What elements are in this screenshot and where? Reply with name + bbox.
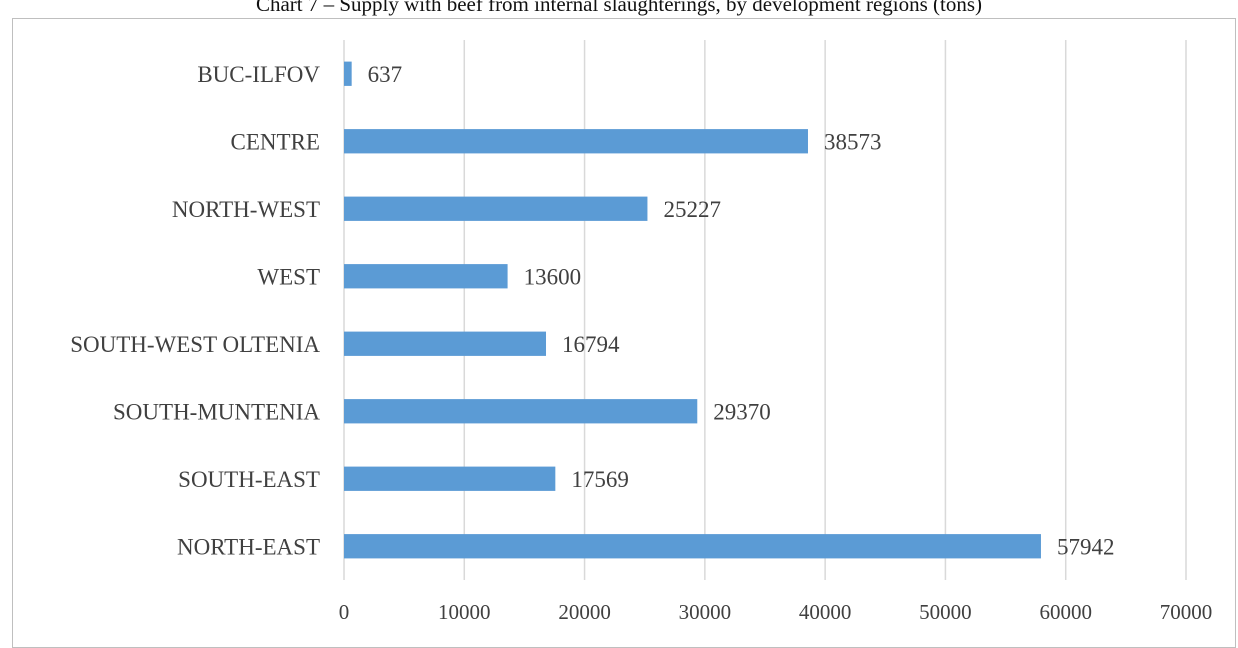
bar bbox=[344, 61, 352, 86]
x-tick-label: 60000 bbox=[1039, 600, 1092, 624]
data-label: 637 bbox=[368, 62, 403, 87]
x-tick-label: 0 bbox=[339, 600, 350, 624]
bar bbox=[344, 534, 1041, 559]
category-label: WEST bbox=[257, 264, 320, 289]
category-label: NORTH-EAST bbox=[177, 534, 320, 559]
data-label: 25227 bbox=[663, 197, 721, 222]
bar bbox=[344, 129, 808, 154]
category-label: CENTRE bbox=[231, 129, 320, 154]
chart-title: Chart 7 – Supply with beef from internal… bbox=[255, 0, 983, 16]
x-tick-label: 40000 bbox=[799, 600, 852, 624]
bar bbox=[344, 399, 698, 424]
category-label: SOUTH-EAST bbox=[178, 467, 320, 492]
bar bbox=[344, 196, 648, 221]
data-label: 13600 bbox=[524, 264, 582, 289]
bar bbox=[344, 466, 556, 491]
x-tick-label: 50000 bbox=[919, 600, 972, 624]
category-label: BUC-ILFOV bbox=[197, 62, 320, 87]
x-tick-label: 10000 bbox=[438, 600, 491, 624]
bar bbox=[344, 264, 508, 289]
data-label: 38573 bbox=[824, 129, 882, 154]
bar bbox=[344, 331, 547, 356]
category-label: SOUTH-MUNTENIA bbox=[113, 399, 320, 424]
tick-labels: 0 10000 20000 30000 40000 50000 60000 70000 bbox=[339, 600, 1213, 624]
category-labels: NORTH-EAST SOUTH-EAST SOUTH-MUNTENIA SOUTH-… bbox=[70, 62, 320, 560]
value-labels: 57942 17569 29370 16794 13600 25227 38573 637 bbox=[368, 62, 1115, 560]
x-tick-label: 30000 bbox=[679, 600, 732, 624]
bars bbox=[344, 61, 1041, 559]
data-label: 17569 bbox=[571, 467, 629, 492]
data-label: 29370 bbox=[713, 399, 771, 424]
gridlines bbox=[463, 40, 1187, 580]
data-label: 57942 bbox=[1057, 534, 1115, 559]
x-tick-label: 70000 bbox=[1160, 600, 1213, 624]
category-label: NORTH-WEST bbox=[172, 197, 320, 222]
category-label: SOUTH-WEST OLTENIA bbox=[70, 332, 320, 357]
x-tick-label: 20000 bbox=[558, 600, 611, 624]
data-label: 16794 bbox=[562, 332, 620, 357]
bar-chart: NORTH-EAST SOUTH-EAST SOUTH-MUNTENIA SOUTH-… bbox=[70, 40, 1213, 624]
